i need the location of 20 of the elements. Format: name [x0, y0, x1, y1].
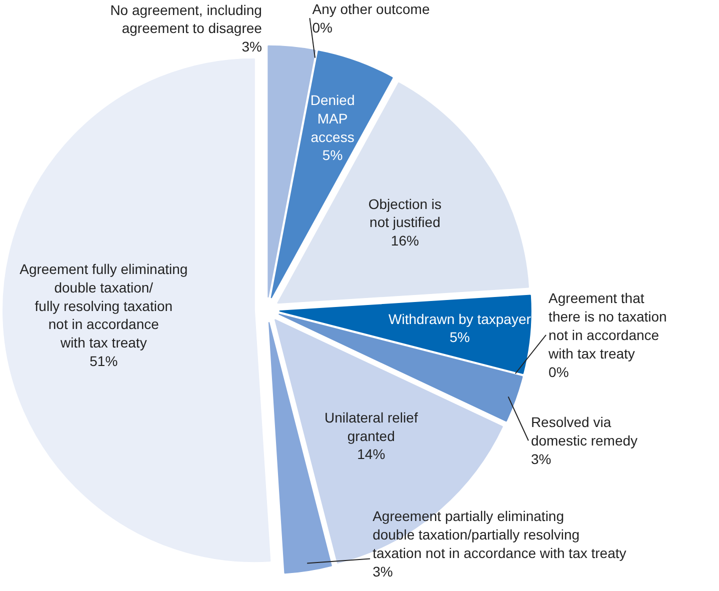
slice-label: Agreement fully eliminating double taxation/ fully resolving taxation not in accordance with tax treaty: [20, 260, 188, 351]
data-label: 5%: [322, 147, 343, 164]
slice-label: Unilateral relief granted: [324, 409, 418, 444]
data-label: 16%: [390, 232, 419, 249]
slice-label: No agreement, including agreement to disagree: [110, 2, 262, 36]
category-label: Any other outcome: [312, 0, 430, 17]
data-label: 5%: [450, 329, 470, 346]
data-label: 3%: [530, 451, 552, 468]
slice-label: Objection is not justified: [368, 196, 442, 230]
slice-label: Withdrawn by taxpayer: [388, 310, 532, 327]
text: 0%: [312, 19, 332, 36]
slice-label: Denied MAP access: [310, 92, 355, 145]
data-label: 14%: [357, 446, 386, 462]
slice-label: Resolved via domestic remedy: [530, 414, 638, 449]
slice-label: Agreement partially eliminating double taxation/partially resolving taxation not in accordance with tax treaty: [372, 508, 626, 561]
data-label: 3%: [242, 38, 262, 55]
data-label: 3%: [372, 563, 393, 580]
text: 0%: [548, 364, 569, 380]
data-label: 51%: [90, 352, 118, 369]
category-label: Agreement that there is no taxation not in accordance with tax treaty: [548, 290, 667, 362]
